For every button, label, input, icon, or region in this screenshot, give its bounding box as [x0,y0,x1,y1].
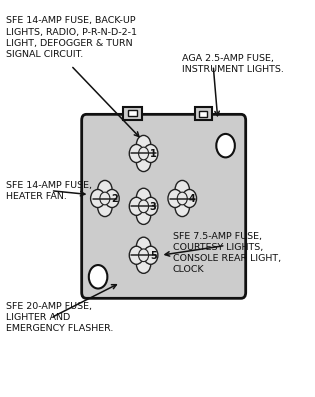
Circle shape [139,147,149,160]
Circle shape [144,197,158,215]
Circle shape [144,246,158,264]
Circle shape [144,145,158,162]
Circle shape [139,249,149,262]
Circle shape [98,198,112,217]
Circle shape [177,192,187,205]
FancyBboxPatch shape [123,106,142,120]
Circle shape [98,180,112,198]
FancyBboxPatch shape [128,110,137,116]
Circle shape [100,192,110,205]
Circle shape [175,198,189,217]
Circle shape [136,135,151,154]
FancyBboxPatch shape [199,111,207,117]
Circle shape [91,189,105,208]
Text: 5: 5 [150,251,157,261]
Text: AGA 2.5-AMP FUSE,
INSTRUMENT LIGHTS.: AGA 2.5-AMP FUSE, INSTRUMENT LIGHTS. [182,54,284,74]
Circle shape [136,255,151,274]
Text: 2: 2 [111,194,118,204]
Text: SFE 14-AMP FUSE, BACK-UP
LIGHTS, RADIO, P-R-N-D-2-1
LIGHT, DEFOGGER & TURN
SIGNA: SFE 14-AMP FUSE, BACK-UP LIGHTS, RADIO, … [6,17,137,59]
FancyBboxPatch shape [195,107,212,120]
Circle shape [136,188,151,206]
Circle shape [216,134,235,157]
Circle shape [129,246,144,264]
FancyBboxPatch shape [82,114,246,298]
Circle shape [105,189,119,208]
Text: SFE 20-AMP FUSE,
LIGHTER AND
EMERGENCY FLASHER.: SFE 20-AMP FUSE, LIGHTER AND EMERGENCY F… [6,302,113,333]
Circle shape [136,206,151,224]
Text: 4: 4 [188,194,195,204]
Circle shape [129,197,144,215]
Text: 1: 1 [150,149,157,159]
Text: SFE 7.5-AMP FUSE,
COURTESY LIGHTS,
CONSOLE REAR LIGHT,
CLOCK: SFE 7.5-AMP FUSE, COURTESY LIGHTS, CONSO… [173,232,281,274]
Text: SFE 14-AMP FUSE,
HEATER FAN.: SFE 14-AMP FUSE, HEATER FAN. [6,181,92,201]
Circle shape [175,180,189,198]
Circle shape [129,145,144,162]
Circle shape [136,237,151,255]
Text: 3: 3 [150,202,157,212]
Circle shape [89,265,107,289]
Circle shape [182,189,197,208]
Circle shape [136,154,151,172]
Circle shape [139,200,149,213]
Circle shape [168,189,182,208]
